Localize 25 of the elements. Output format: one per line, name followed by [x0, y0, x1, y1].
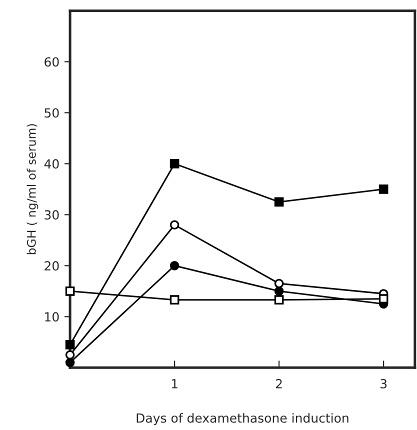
point — [170, 295, 180, 304]
x-tick-label: 1 — [172, 379, 178, 388]
point — [65, 358, 75, 368]
y-tick-label: 20 — [44, 261, 59, 271]
y-tick-label: 10 — [45, 312, 59, 322]
y-tick-label: 60 — [44, 57, 59, 67]
point — [65, 286, 75, 296]
point — [65, 340, 75, 350]
point — [274, 197, 284, 207]
y-axis-title: bGH ( ng/ml of serum) — [26, 124, 38, 254]
point — [274, 286, 284, 296]
point — [170, 220, 180, 230]
point — [274, 278, 284, 288]
y-tick-label: 50 — [44, 108, 59, 118]
y-tick-label: 30 — [44, 210, 59, 220]
x-axis-title: Days of dexamethasone induction — [136, 413, 348, 426]
point — [170, 159, 180, 168]
point — [378, 184, 388, 194]
x-tick-label: 3 — [380, 378, 387, 388]
y-tick-label: 40 — [44, 159, 59, 169]
x-tick-label: 2 — [276, 378, 282, 388]
point — [170, 261, 180, 270]
point — [274, 295, 284, 304]
point — [65, 350, 75, 360]
point — [378, 294, 388, 304]
